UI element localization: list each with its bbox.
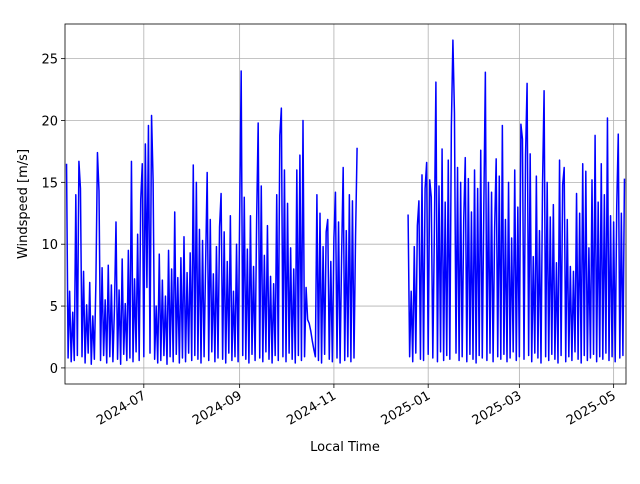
y-tick-label: 0 (50, 362, 58, 377)
y-tick-label: 25 (41, 53, 58, 68)
x-tick-label: 2024-11 (284, 388, 339, 428)
x-tick-label: 2025-01 (379, 388, 434, 428)
x-axis-label: Local Time (310, 440, 380, 455)
x-tick-label: 2025-03 (470, 388, 525, 428)
y-tick-label: 15 (41, 176, 58, 191)
plot-frame (64, 23, 627, 385)
x-tick-label: 2024-07 (94, 388, 149, 428)
x-tick-label: 2025-05 (564, 388, 619, 428)
y-tick-label: 10 (41, 238, 58, 253)
y-axis-label: Windspeed [m/s] (16, 149, 31, 259)
data-line (65, 39, 626, 365)
x-tick-label: 2024-09 (190, 388, 245, 428)
y-tick-label: 20 (41, 114, 58, 129)
y-tick-label: 5 (50, 300, 58, 315)
